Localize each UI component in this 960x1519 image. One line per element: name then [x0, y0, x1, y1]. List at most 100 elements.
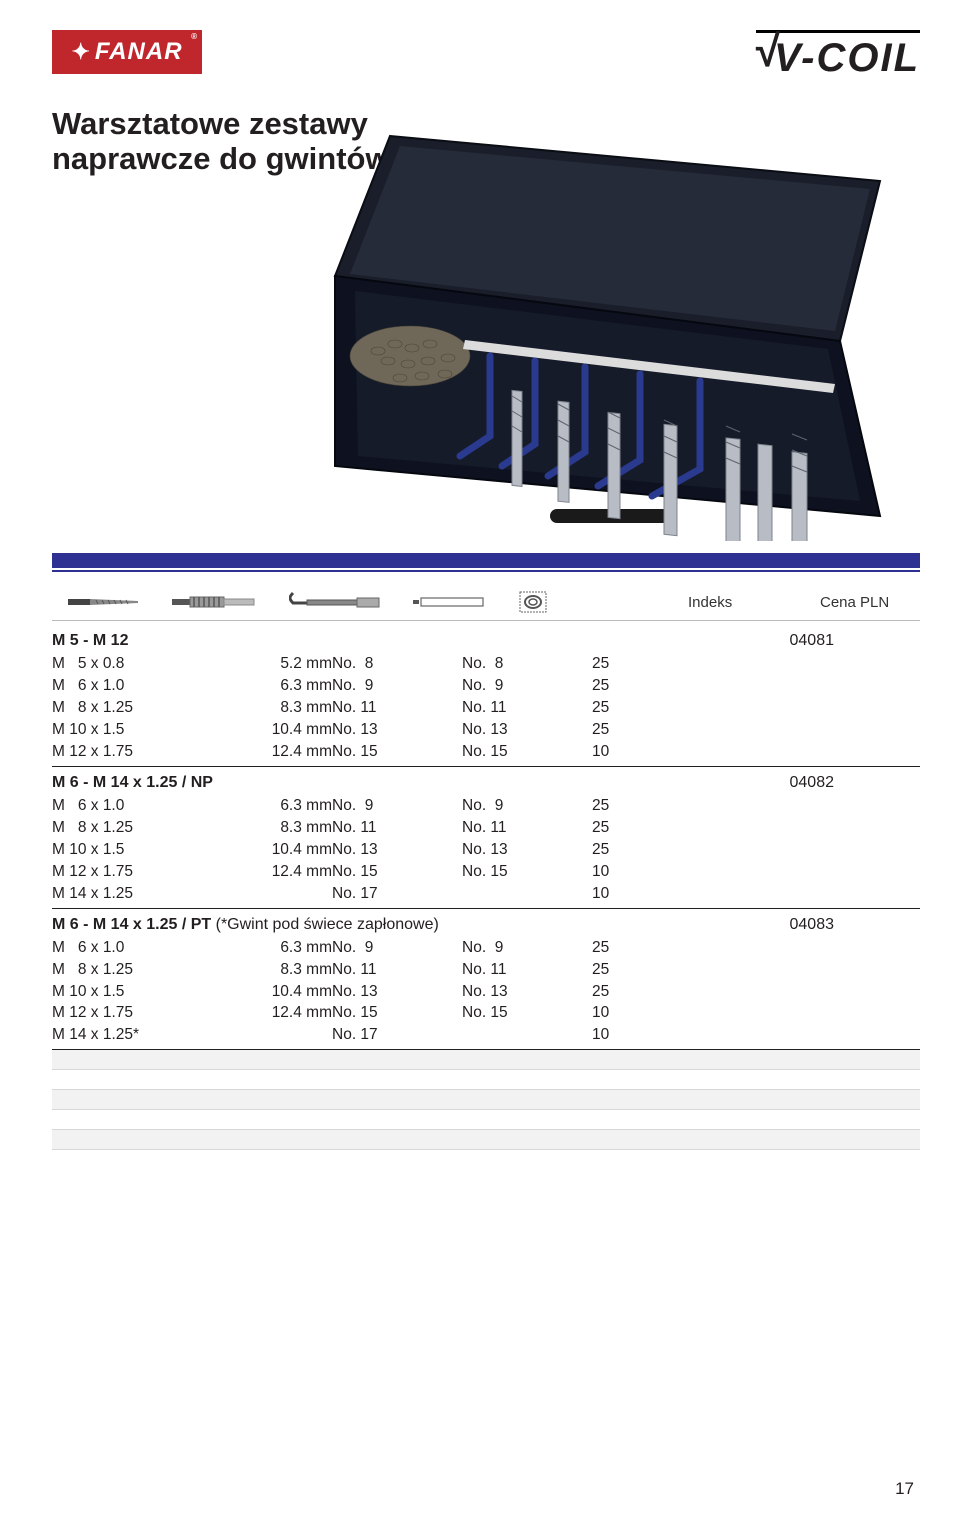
column-icon-row: Indeks Cena PLN: [52, 590, 920, 621]
table-row: M 14 x 1.25*No. 1710: [52, 1025, 920, 1047]
insert-tool-icon: [289, 590, 381, 614]
tang-icon: [413, 590, 485, 614]
data-groups: M 5 - M 1204081M 5 x 0.85.2 mmNo. 8No. 8…: [52, 625, 920, 1050]
table-cell: 25: [592, 960, 662, 982]
vcoil-logo-text: V-COIL: [774, 36, 920, 81]
table-cell: No. 9: [332, 938, 462, 960]
table-cell: M 10 x 1.5: [52, 982, 202, 1004]
table-cell: [662, 796, 920, 818]
table-row: M 10 x 1.510.4 mmNo. 13No. 1325: [52, 840, 920, 862]
table-cell: No. 9: [332, 796, 462, 818]
table-cell: 12.4 mm: [202, 742, 332, 764]
table-cell: M 5 x 0.8: [52, 654, 202, 676]
table-row: M 6 x 1.06.3 mmNo. 9No. 925: [52, 676, 920, 698]
fanar-logo-symbol: ✦: [71, 39, 90, 65]
table-cell: M 12 x 1.75: [52, 742, 202, 764]
table-cell: [662, 938, 920, 960]
fanar-logo-text: FANAR: [95, 38, 183, 66]
table-cell: 10.4 mm: [202, 840, 332, 862]
coil-insert-icon: [517, 590, 549, 614]
table-cell: M 10 x 1.5: [52, 720, 202, 742]
vcoil-logo: √ V-COIL: [756, 30, 920, 83]
table-row: M 10 x 1.510.4 mmNo. 13No. 1325: [52, 720, 920, 742]
table-cell: M 6 x 1.0: [52, 676, 202, 698]
table-row: M 6 x 1.06.3 mmNo. 9No. 925: [52, 796, 920, 818]
header-indeks: Indeks: [688, 594, 788, 611]
table-cell: [662, 1003, 920, 1025]
empty-rows: [52, 1050, 920, 1150]
table-cell: No. 11: [332, 960, 462, 982]
table-cell: 25: [592, 698, 662, 720]
table-cell: 12.4 mm: [202, 1003, 332, 1025]
table-cell: [662, 720, 920, 742]
table-cell: 8.3 mm: [202, 698, 332, 720]
table-cell: M 8 x 1.25: [52, 818, 202, 840]
table-row: M 8 x 1.258.3 mmNo. 11No. 1125: [52, 698, 920, 720]
table-cell: [202, 884, 332, 906]
table-cell: 10: [592, 884, 662, 906]
table-cell: No. 11: [462, 818, 592, 840]
empty-row: [52, 1050, 920, 1070]
table-cell: 6.3 mm: [202, 938, 332, 960]
table-cell: [662, 884, 920, 906]
table-cell: M 12 x 1.75: [52, 862, 202, 884]
table-cell: 12.4 mm: [202, 862, 332, 884]
table-cell: [662, 840, 920, 862]
group-indeks: 04081: [790, 632, 921, 650]
table-cell: No. 13: [462, 840, 592, 862]
empty-row: [52, 1090, 920, 1110]
table-cell: No. 9: [462, 676, 592, 698]
group-indeks: 04082: [790, 774, 921, 792]
product-photo-container: [52, 126, 920, 541]
table-row: M 12 x 1.7512.4 mmNo. 15No. 1510: [52, 742, 920, 764]
table-cell: 10.4 mm: [202, 720, 332, 742]
group-header: M 5 - M 12 04081: [52, 625, 920, 654]
table-cell: M 12 x 1.75: [52, 1003, 202, 1025]
table-cell: 25: [592, 938, 662, 960]
table-cell: 6.3 mm: [202, 676, 332, 698]
table-cell: No. 13: [462, 982, 592, 1004]
table-cell: 25: [592, 818, 662, 840]
table-cell: 25: [592, 840, 662, 862]
section-divider: [52, 553, 920, 572]
tap-icon: [172, 590, 257, 614]
table-row: M 8 x 1.258.3 mmNo. 11No. 1125: [52, 960, 920, 982]
table-cell: 8.3 mm: [202, 818, 332, 840]
table-cell: [462, 884, 592, 906]
table-cell: [662, 1025, 920, 1047]
vcoil-root-symbol: √: [756, 27, 782, 77]
page-number: 17: [895, 1479, 914, 1499]
table-cell: [662, 862, 920, 884]
table-cell: No. 8: [332, 654, 462, 676]
table-cell: M 8 x 1.25: [52, 960, 202, 982]
header-cena: Cena PLN: [820, 594, 920, 611]
table-cell: 10: [592, 862, 662, 884]
table-cell: No. 13: [462, 720, 592, 742]
table-cell: [662, 654, 920, 676]
group-header: M 6 - M 14 x 1.25 / PT (*Gwint pod świec…: [52, 909, 920, 938]
table-cell: No. 11: [332, 818, 462, 840]
group-table: M 6 x 1.06.3 mmNo. 9No. 925M 8 x 1.258.3…: [52, 796, 920, 906]
table-cell: No. 15: [332, 862, 462, 884]
table-cell: [662, 960, 920, 982]
product-photo: [280, 126, 920, 541]
table-cell: M 14 x 1.25*: [52, 1025, 202, 1047]
group-table: M 6 x 1.06.3 mmNo. 9No. 925M 8 x 1.258.3…: [52, 938, 920, 1048]
table-cell: 8.3 mm: [202, 960, 332, 982]
table-cell: No. 11: [462, 960, 592, 982]
fanar-logo: ✦ FANAR ®: [52, 30, 202, 74]
table-row: M 8 x 1.258.3 mmNo. 11No. 1125: [52, 818, 920, 840]
table-cell: M 8 x 1.25: [52, 698, 202, 720]
group-title: M 5 - M 12: [52, 632, 128, 650]
table-cell: [202, 1025, 332, 1047]
table-cell: 10: [592, 742, 662, 764]
table-cell: 25: [592, 796, 662, 818]
table-cell: No. 15: [332, 1003, 462, 1025]
table-cell: [462, 1025, 592, 1047]
empty-row: [52, 1070, 920, 1090]
table-row: M 12 x 1.7512.4 mmNo. 15No. 1510: [52, 862, 920, 884]
empty-row: [52, 1130, 920, 1150]
table-cell: 5.2 mm: [202, 654, 332, 676]
table-row: M 10 x 1.510.4 mmNo. 13No. 1325: [52, 982, 920, 1004]
table-cell: No. 17: [332, 1025, 462, 1047]
